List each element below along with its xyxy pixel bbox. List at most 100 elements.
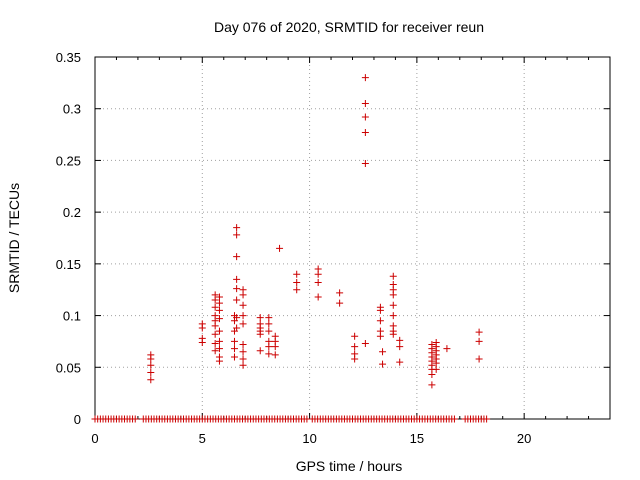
data-point bbox=[389, 272, 397, 280]
data-point bbox=[396, 336, 404, 344]
data-point bbox=[314, 278, 322, 286]
data-point bbox=[271, 351, 279, 359]
data-point bbox=[428, 381, 436, 389]
data-point bbox=[443, 345, 451, 353]
data-point bbox=[376, 306, 384, 314]
data-point bbox=[239, 320, 247, 328]
data-point bbox=[215, 293, 223, 301]
data-point bbox=[233, 285, 241, 293]
data-point bbox=[215, 327, 223, 335]
y-tick-label: 0.15 bbox=[56, 257, 81, 272]
zero-data-point bbox=[450, 415, 458, 423]
data-point bbox=[239, 361, 247, 369]
data-point bbox=[432, 365, 440, 373]
data-points bbox=[91, 74, 491, 423]
data-point bbox=[239, 301, 247, 309]
data-point bbox=[147, 368, 155, 376]
data-point bbox=[376, 332, 384, 340]
data-point bbox=[198, 338, 206, 346]
data-point bbox=[211, 303, 219, 311]
x-tick-label: 5 bbox=[199, 431, 206, 446]
data-point bbox=[239, 312, 247, 320]
x-tick-label: 20 bbox=[517, 431, 531, 446]
data-point bbox=[475, 355, 483, 363]
x-tick-label: 15 bbox=[410, 431, 424, 446]
data-point bbox=[265, 320, 273, 328]
data-point bbox=[293, 286, 301, 294]
data-point bbox=[230, 353, 238, 361]
data-point bbox=[376, 317, 384, 325]
y-tick-label: 0.05 bbox=[56, 360, 81, 375]
zero-data-point bbox=[131, 415, 139, 423]
data-point bbox=[475, 328, 483, 336]
data-point bbox=[211, 296, 219, 304]
data-point bbox=[233, 253, 241, 261]
data-point bbox=[233, 324, 241, 332]
data-point bbox=[265, 350, 273, 358]
x-axis-title: GPS time / hours bbox=[296, 458, 403, 474]
data-point bbox=[211, 330, 219, 338]
data-point bbox=[336, 289, 344, 297]
data-point bbox=[211, 322, 219, 330]
data-point bbox=[351, 355, 359, 363]
y-tick-label: 0 bbox=[74, 412, 81, 427]
data-point bbox=[211, 347, 219, 355]
data-point bbox=[361, 339, 369, 347]
data-point bbox=[389, 312, 397, 320]
data-point bbox=[230, 337, 238, 345]
y-tick-label: 0.25 bbox=[56, 153, 81, 168]
data-point bbox=[215, 337, 223, 345]
data-point bbox=[314, 270, 322, 278]
data-point bbox=[265, 327, 273, 335]
zero-data-point bbox=[483, 415, 491, 423]
data-point bbox=[361, 74, 369, 82]
y-tick-label: 0.2 bbox=[63, 205, 81, 220]
data-point bbox=[351, 343, 359, 351]
data-point bbox=[256, 314, 264, 322]
data-point bbox=[428, 371, 436, 379]
x-tick-label: 10 bbox=[302, 431, 316, 446]
data-point bbox=[147, 376, 155, 384]
data-point bbox=[351, 332, 359, 340]
y-axis-title: SRMTID / TECUs bbox=[6, 183, 22, 293]
data-point bbox=[389, 301, 397, 309]
y-tick-label: 0.35 bbox=[56, 50, 81, 65]
y-tick-label: 0.1 bbox=[63, 309, 81, 324]
data-point bbox=[239, 348, 247, 356]
data-point bbox=[239, 291, 247, 299]
data-point bbox=[230, 345, 238, 353]
data-point bbox=[389, 291, 397, 299]
data-point bbox=[233, 314, 241, 322]
data-point bbox=[361, 100, 369, 108]
data-point bbox=[361, 129, 369, 137]
data-point bbox=[265, 343, 273, 351]
plot-frame bbox=[94, 56, 611, 420]
data-point bbox=[361, 160, 369, 168]
data-point bbox=[147, 355, 155, 363]
data-point bbox=[211, 339, 219, 347]
data-point bbox=[475, 337, 483, 345]
data-point bbox=[233, 275, 241, 283]
data-point bbox=[432, 359, 440, 367]
data-point bbox=[147, 361, 155, 369]
data-point bbox=[396, 343, 404, 351]
data-point bbox=[336, 299, 344, 307]
data-point bbox=[215, 345, 223, 353]
data-point bbox=[215, 357, 223, 365]
data-point bbox=[215, 315, 223, 323]
data-point bbox=[314, 293, 322, 301]
data-point bbox=[233, 231, 241, 239]
chart-title: Day 076 of 2020, SRMTID for receiver reu… bbox=[214, 19, 484, 35]
data-point bbox=[239, 355, 247, 363]
data-point bbox=[379, 348, 387, 356]
data-point bbox=[389, 330, 397, 338]
data-point bbox=[293, 270, 301, 278]
data-point bbox=[265, 314, 273, 322]
data-point bbox=[293, 278, 301, 286]
data-point bbox=[239, 341, 247, 349]
data-point bbox=[233, 224, 241, 232]
data-point bbox=[379, 360, 387, 368]
data-point bbox=[256, 330, 264, 338]
data-point bbox=[276, 244, 284, 252]
